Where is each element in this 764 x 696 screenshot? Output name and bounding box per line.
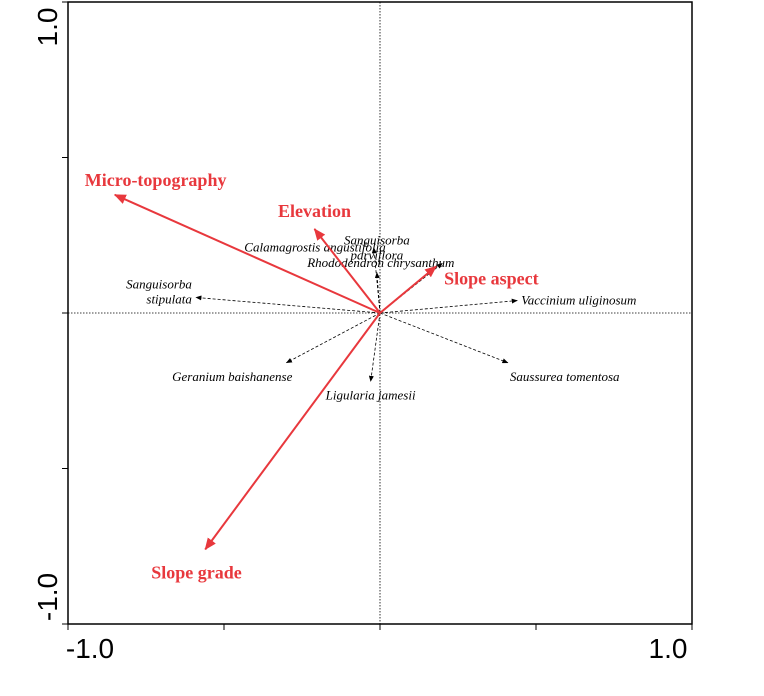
y-tick-label-min: -1.0 [32, 573, 63, 621]
env-label: Elevation [278, 201, 351, 221]
env-label: Slope grade [151, 562, 242, 582]
env-arrow [379, 265, 437, 314]
species-label: Saussurea tomentosa [510, 369, 620, 384]
x-tick-label-max: 1.0 [649, 633, 688, 664]
species-label: Vaccinium uliginosum [521, 293, 636, 308]
species-label: Ligularia jamesii [325, 387, 416, 402]
species-arrow [285, 312, 381, 364]
x-tick-label-min: -1.0 [66, 633, 114, 664]
species-arrow [195, 295, 381, 314]
axis-ticks [62, 1, 693, 630]
species-arrow [379, 312, 509, 364]
environment-layer: Micro-topography Elevation Slope aspect Slo… [85, 170, 539, 583]
env-label: Slope aspect [444, 268, 539, 288]
species-label: Geranium baishanense [172, 369, 292, 384]
species-label: Sanguisorba parviflora [344, 233, 410, 263]
env-arrow [204, 312, 381, 551]
species-label: Rhododendron chrysanthum [306, 255, 454, 270]
species-label: Sanguisorba stipulata [126, 276, 192, 306]
species-arrow [379, 298, 518, 314]
y-tick-label-max: 1.0 [32, 8, 63, 47]
species-label: Calamagrostis angustifolia [244, 240, 386, 255]
env-label: Micro-topography [85, 170, 227, 190]
env-arrow [313, 228, 381, 314]
env-arrow [113, 193, 381, 314]
species-arrow [374, 272, 381, 314]
species-arrow [368, 312, 381, 382]
